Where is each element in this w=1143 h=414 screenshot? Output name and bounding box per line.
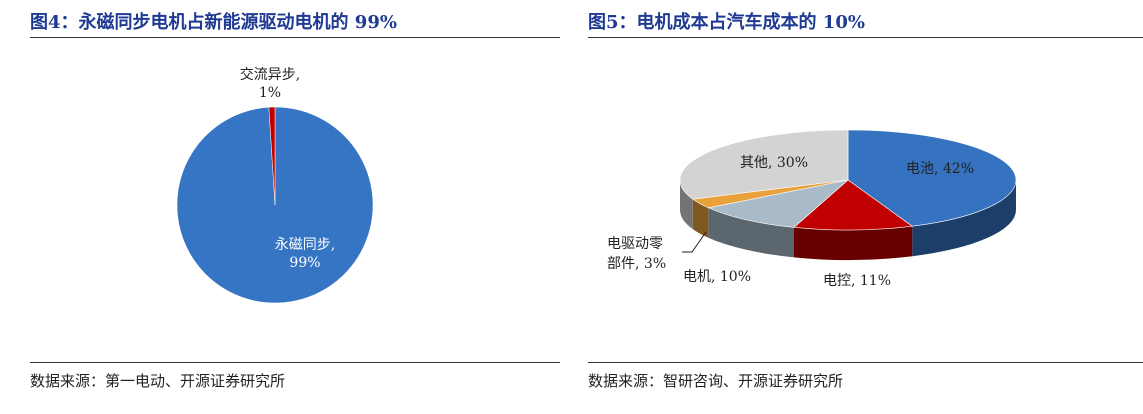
chart-title: 图5：电机成本占汽车成本的 10% (588, 8, 865, 34)
value-label: 1% (258, 85, 282, 101)
pie-slice (793, 179, 914, 231)
pie-wall (708, 207, 794, 258)
pie-slice (268, 106, 276, 206)
category-label: 电机, (682, 269, 716, 285)
category-label: 其他, (739, 155, 773, 171)
chart-title: 图4：永磁同步电机占新能源驱动电机的 99% (30, 8, 397, 34)
pie-wall (680, 180, 693, 230)
title-rule (30, 37, 560, 38)
data-label: 电池, 42% (906, 158, 974, 178)
pie-wall (912, 180, 1016, 257)
pie-wall (793, 226, 913, 260)
source-rule (30, 362, 560, 363)
source: 数据来源：第一电动、开源证券研究所 (30, 370, 285, 391)
value-label: 42% (942, 161, 975, 177)
source-rule (588, 362, 1143, 363)
value-label: 11% (859, 273, 892, 289)
data-label: 电驱动零部件, 3% (607, 234, 673, 274)
source: 数据来源：智研咨询、开源证券研究所 (588, 370, 843, 391)
pie-slice (847, 129, 1017, 227)
title-rule (588, 37, 1143, 38)
pie-slice (707, 179, 850, 228)
data-label: 交流异步, 1% (240, 66, 300, 102)
value-label: 99% (289, 255, 321, 271)
source-text: 数据来源：第一电动、开源证券研究所 (30, 372, 286, 390)
data-label: 其他, 30% (740, 152, 808, 172)
chart-title-text: 图5：电机成本占汽车成本的 10% (588, 12, 865, 33)
pie (679, 129, 1017, 260)
data-label: 永磁同步, 99% (275, 236, 335, 272)
category-label: 电池, (905, 161, 939, 177)
category-label: 电驱动零部件, (607, 236, 663, 272)
pie (176, 106, 374, 304)
data-label: 电控, 11% (823, 270, 891, 290)
category-label: 永磁同步, (274, 237, 336, 253)
source-text: 数据来源：智研咨询、开源证券研究所 (588, 372, 844, 390)
value-label: 10% (719, 269, 752, 285)
leader-line (682, 231, 707, 253)
value-label: 3% (643, 256, 667, 272)
value-label: 30% (776, 155, 809, 171)
category-label: 电控, (822, 273, 856, 289)
chart-title-text: 图4：永磁同步电机占新能源驱动电机的 99% (30, 12, 397, 33)
pie-wall (692, 199, 709, 238)
category-label: 交流异步, (239, 67, 301, 83)
data-label: 电机, 10% (683, 266, 751, 286)
pie-slice (679, 129, 849, 200)
